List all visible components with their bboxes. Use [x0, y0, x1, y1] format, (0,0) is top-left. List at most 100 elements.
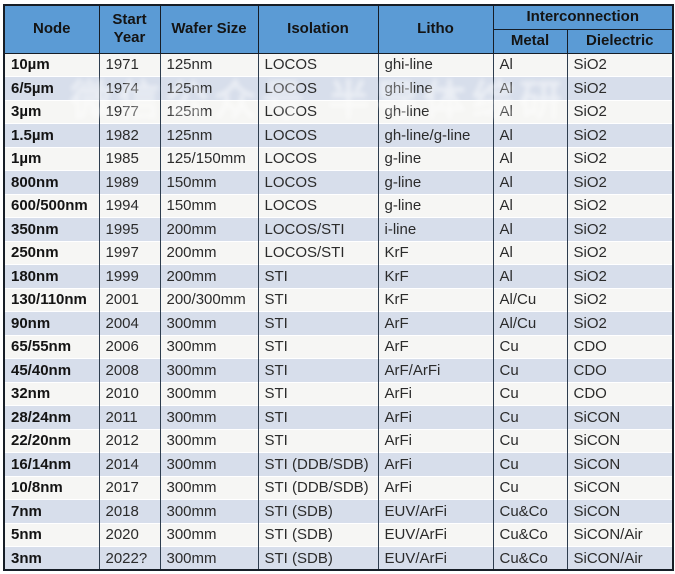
column-header-dielectric: Dielectric: [566, 28, 674, 54]
cell-node: 130/110nm: [3, 287, 100, 312]
table-header-row-2: Metal Dielectric: [4, 28, 674, 54]
cell-dielectric: SiCON: [566, 405, 674, 429]
table-row: 130/110nm 2001 200/300mm STI KrF Al/Cu SiO2: [3, 287, 674, 312]
cell-litho: EUV/ArFi: [377, 499, 494, 523]
cell-isolation: LOCOS: [257, 123, 379, 147]
cell-wafer-size: 300mm: [159, 334, 259, 359]
cell-isolation: STI (SDB): [257, 546, 379, 570]
cell-node: 45/40nm: [3, 358, 100, 382]
cell-litho: g-line: [377, 193, 494, 218]
table-row: 7nm 2018 300mm STI (SDB) EUV/ArFi Cu&Co SiCON: [3, 499, 674, 523]
cell-start-year: 2014: [98, 452, 161, 476]
cell-dielectric: SiO2: [566, 146, 674, 171]
column-header-litho: Litho: [377, 4, 494, 54]
cell-node: 28/24nm: [3, 405, 100, 429]
cell-node: 10µm: [3, 52, 100, 77]
cell-start-year: 1989: [98, 170, 161, 194]
cell-start-year: 1999: [98, 264, 161, 288]
cell-litho: ArF: [377, 334, 494, 359]
column-header-metal: Metal: [492, 28, 568, 54]
process-node-table: Node Start Year Wafer Size Isolation Lit…: [3, 4, 675, 571]
cell-start-year: 2010: [98, 381, 161, 406]
cell-wafer-size: 125nm: [159, 123, 259, 147]
cell-isolation: STI: [257, 287, 379, 312]
cell-node: 250nm: [3, 240, 100, 265]
cell-wafer-size: 300mm: [159, 381, 259, 406]
cell-dielectric: SiO2: [566, 170, 674, 194]
cell-metal: Al/Cu: [492, 311, 568, 335]
cell-metal: Cu&Co: [492, 522, 568, 547]
cell-litho: ArFi: [377, 381, 494, 406]
cell-metal: Cu&Co: [492, 546, 568, 570]
cell-dielectric: CDO: [566, 358, 674, 382]
cell-litho: ArFi: [377, 452, 494, 476]
table-row: 65/55nm 2006 300mm STI ArF Cu CDO: [3, 334, 674, 359]
table-row: 180nm 1999 200mm STI KrF Al SiO2: [3, 264, 674, 288]
cell-wafer-size: 300mm: [159, 452, 259, 476]
cell-start-year: 2006: [98, 334, 161, 359]
cell-isolation: LOCOS: [257, 52, 379, 77]
cell-wafer-size: 300mm: [159, 311, 259, 335]
cell-start-year: 1997: [98, 240, 161, 265]
cell-node: 800nm: [3, 170, 100, 194]
cell-litho: g-line: [377, 146, 494, 171]
cell-metal: Cu: [492, 381, 568, 406]
cell-dielectric: SiCON/Air: [566, 546, 674, 570]
cell-litho: ArFi: [377, 405, 494, 429]
cell-metal: Cu: [492, 405, 568, 429]
cell-node: 16/14nm: [3, 452, 100, 476]
column-header-interconnection: Interconnection: [492, 4, 674, 30]
cell-isolation: STI (SDB): [257, 499, 379, 523]
cell-isolation: STI: [257, 334, 379, 359]
cell-litho: KrF: [377, 287, 494, 312]
cell-litho: g-line: [377, 170, 494, 194]
cell-node: 3µm: [3, 99, 100, 124]
cell-isolation: LOCOS: [257, 193, 379, 218]
cell-metal: Al: [492, 170, 568, 194]
cell-metal: Al/Cu: [492, 287, 568, 312]
table-row: 90nm 2004 300mm STI ArF Al/Cu SiO2: [3, 311, 674, 335]
cell-start-year: 1994: [98, 193, 161, 218]
cell-metal: Al: [492, 217, 568, 241]
cell-start-year: 2001: [98, 287, 161, 312]
cell-wafer-size: 150mm: [159, 170, 259, 194]
cell-metal: Al: [492, 146, 568, 171]
cell-isolation: STI: [257, 264, 379, 288]
cell-start-year: 1971: [98, 52, 161, 77]
cell-metal: Al: [492, 240, 568, 265]
cell-isolation: LOCOS/STI: [257, 240, 379, 265]
cell-wafer-size: 150mm: [159, 193, 259, 218]
cell-isolation: LOCOS: [257, 170, 379, 194]
cell-wafer-size: 200/300mm: [159, 287, 259, 312]
cell-litho: i-line: [377, 217, 494, 241]
cell-wafer-size: 300mm: [159, 358, 259, 382]
cell-metal: Cu: [492, 358, 568, 382]
cell-wafer-size: 200mm: [159, 217, 259, 241]
cell-litho: ghi-line: [377, 76, 494, 100]
cell-isolation: LOCOS: [257, 99, 379, 124]
cell-start-year: 1985: [98, 146, 161, 171]
table-row: 45/40nm 2008 300mm STI ArF/ArFi Cu CDO: [3, 358, 674, 382]
cell-isolation: STI: [257, 428, 379, 453]
cell-node: 1.5µm: [3, 123, 100, 147]
cell-metal: Al: [492, 264, 568, 288]
cell-isolation: STI: [257, 381, 379, 406]
cell-start-year: 2008: [98, 358, 161, 382]
cell-node: 22/20nm: [3, 428, 100, 453]
cell-metal: Cu&Co: [492, 499, 568, 523]
cell-wafer-size: 300mm: [159, 499, 259, 523]
cell-wafer-size: 125nm: [159, 52, 259, 77]
table-row: 250nm 1997 200mm LOCOS/STI KrF Al SiO2: [3, 240, 674, 265]
cell-start-year: 1977: [98, 99, 161, 124]
column-header-isolation: Isolation: [257, 4, 379, 54]
table-row: 28/24nm 2011 300mm STI ArFi Cu SiCON: [3, 405, 674, 429]
cell-dielectric: SiO2: [566, 99, 674, 124]
cell-node: 6/5µm: [3, 76, 100, 100]
table-row: 800nm 1989 150mm LOCOS g-line Al SiO2: [3, 170, 674, 194]
cell-litho: KrF: [377, 264, 494, 288]
cell-dielectric: SiO2: [566, 193, 674, 218]
cell-start-year: 2004: [98, 311, 161, 335]
cell-start-year: 2011: [98, 405, 161, 429]
cell-dielectric: SiCON/Air: [566, 522, 674, 547]
cell-wafer-size: 200mm: [159, 240, 259, 265]
